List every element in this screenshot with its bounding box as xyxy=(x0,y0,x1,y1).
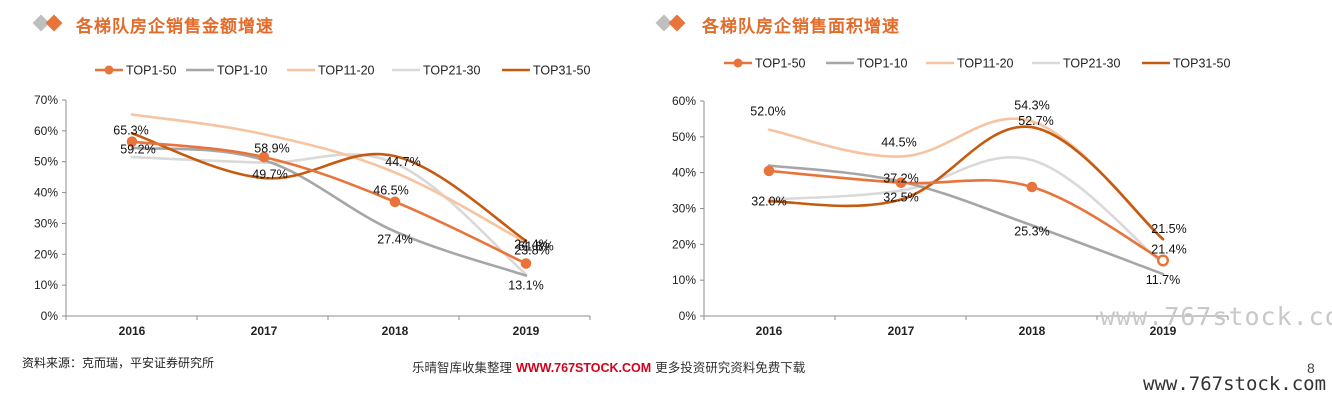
data-label: 44.5% xyxy=(881,136,916,150)
legend-label: TOP1-10 xyxy=(217,64,268,78)
data-label: 11.7% xyxy=(1146,273,1181,287)
series-line-top31-50 xyxy=(130,132,528,243)
footer-note: 乐晴智库收集整理 WWW.767STOCK.COM 更多投资研究资料免费下载 xyxy=(412,357,805,376)
footer-note-suffix: 更多投资研究资料免费下载 xyxy=(655,360,806,375)
y-tick-label: 30% xyxy=(34,216,58,230)
series-line-top1-50 xyxy=(767,169,1165,262)
footer-site-link[interactable]: WWW.767STOCK.COM xyxy=(516,361,652,375)
data-label: 23.8% xyxy=(514,244,549,258)
data-label: 24.4% xyxy=(514,238,549,252)
series-point-top1-50 xyxy=(520,258,532,269)
data-label: 58.9% xyxy=(254,141,289,155)
series-point-top1-50 xyxy=(126,136,138,147)
y-tick-label: 30% xyxy=(672,202,696,216)
data-label: 59.2% xyxy=(120,142,155,156)
y-tick-label: 20% xyxy=(672,237,696,251)
data-label: 44.7% xyxy=(385,155,420,169)
series-point-top1-50 xyxy=(1156,254,1169,267)
x-tick-label: 2018 xyxy=(1019,324,1046,338)
data-label: 27.4% xyxy=(377,232,412,246)
y-tick-label: 50% xyxy=(672,130,696,144)
x-tick-label: 2018 xyxy=(382,324,409,338)
data-label: 52.7% xyxy=(1018,114,1053,128)
series-line-top11-20 xyxy=(130,113,528,244)
y-tick-label: 50% xyxy=(34,155,58,169)
legend-label: TOP11-20 xyxy=(318,64,375,78)
series-line-top1-10 xyxy=(130,146,528,277)
y-tick-label: 10% xyxy=(672,273,696,287)
source-note: 资料来源：克而瑞，平安证券研究所 xyxy=(22,356,215,370)
legend-label: TOP1-50 xyxy=(126,64,177,78)
x-tick-label: 2019 xyxy=(1150,324,1177,338)
left-chart-panel: 各梯队房企销售金额增速 0% 10% 20% 30% 40% 50% 60% 70% 2016 2… xyxy=(0,0,666,350)
legend-marker-top1-50 xyxy=(104,65,114,75)
series-point-top1-50 xyxy=(763,165,775,177)
data-label: 13.1% xyxy=(508,279,543,293)
y-tick-label: 70% xyxy=(34,93,58,107)
data-label: 21.4% xyxy=(1151,242,1186,256)
data-label: 25.3% xyxy=(1014,224,1049,238)
title-diamond-icon xyxy=(655,14,686,32)
data-label: 21.5% xyxy=(1151,222,1186,236)
right-chart-panel: 各梯队房企销售面积增速 0% 10% 20% 30% 40% 50% 60% 2016 2017… xyxy=(655,14,1231,339)
series-line-top21-30 xyxy=(767,155,1165,266)
series-point-top1-50 xyxy=(1026,181,1038,193)
title-diamond-icon xyxy=(32,14,63,32)
data-label: 32.5% xyxy=(883,191,918,205)
x-tick-label: 2019 xyxy=(513,324,540,338)
legend-label: TOP21-30 xyxy=(1063,57,1120,71)
data-label: 54.3% xyxy=(1014,98,1049,112)
y-tick-label: 60% xyxy=(672,94,696,108)
data-label: 51.8% xyxy=(518,240,553,254)
y-tick-label: 0% xyxy=(41,309,59,323)
watermark-faded: www.767stock.com xyxy=(1100,302,1332,331)
legend-label: TOP1-10 xyxy=(857,57,908,71)
legend-label: TOP21-30 xyxy=(423,64,480,78)
series-line-top11-20 xyxy=(767,117,1165,241)
data-label: 32.0% xyxy=(751,194,786,208)
y-tick-label: 40% xyxy=(672,166,696,180)
page-number: 8 xyxy=(1307,360,1315,376)
series-line-top31-50 xyxy=(767,125,1165,241)
series-point-top1-50 xyxy=(389,196,401,208)
series-line-top1-50 xyxy=(130,140,528,265)
sales-amount-chart: 0% 10% 20% 30% 40% 50% 60% 70% 2016 2017 2018 2019 6… xyxy=(34,64,591,338)
x-tick-label: 2016 xyxy=(756,324,783,338)
data-label: 37.2% xyxy=(883,172,918,186)
legend-label: TOP31-50 xyxy=(533,64,590,78)
y-tick-label: 60% xyxy=(34,124,58,138)
x-tick-label: 2017 xyxy=(888,324,915,338)
x-tick-label: 2016 xyxy=(119,324,146,338)
legend-label: TOP1-50 xyxy=(755,57,806,71)
y-tick-label: 10% xyxy=(34,278,58,292)
chart-title: 各梯队房企销售面积增速 xyxy=(702,17,900,37)
sales-area-chart: 0% 10% 20% 30% 40% 50% 60% 2016 2017 2018 2019 52.0… xyxy=(672,57,1231,339)
data-label: 52.0% xyxy=(750,105,785,119)
y-tick-label: 20% xyxy=(34,247,58,261)
legend-label: TOP11-20 xyxy=(957,57,1014,71)
x-tick-label: 2017 xyxy=(251,324,278,338)
chart-title: 各梯队房企销售金额增速 xyxy=(76,17,274,37)
data-label: 49.7% xyxy=(252,168,287,182)
watermark: www.767stock.com xyxy=(1143,373,1327,395)
series-line-top1-10 xyxy=(767,164,1165,276)
data-label: 65.3% xyxy=(113,124,148,138)
legend-label: TOP31-50 xyxy=(1173,57,1230,71)
series-point-top1-50 xyxy=(895,177,907,188)
footer-note-prefix: 乐晴智库收集整理 xyxy=(412,360,513,375)
legend-marker-top1-50 xyxy=(733,58,743,68)
series-point-top1-50 xyxy=(258,151,270,163)
y-tick-label: 0% xyxy=(679,309,697,323)
data-label: 46.5% xyxy=(373,184,408,198)
y-tick-label: 40% xyxy=(34,186,58,200)
